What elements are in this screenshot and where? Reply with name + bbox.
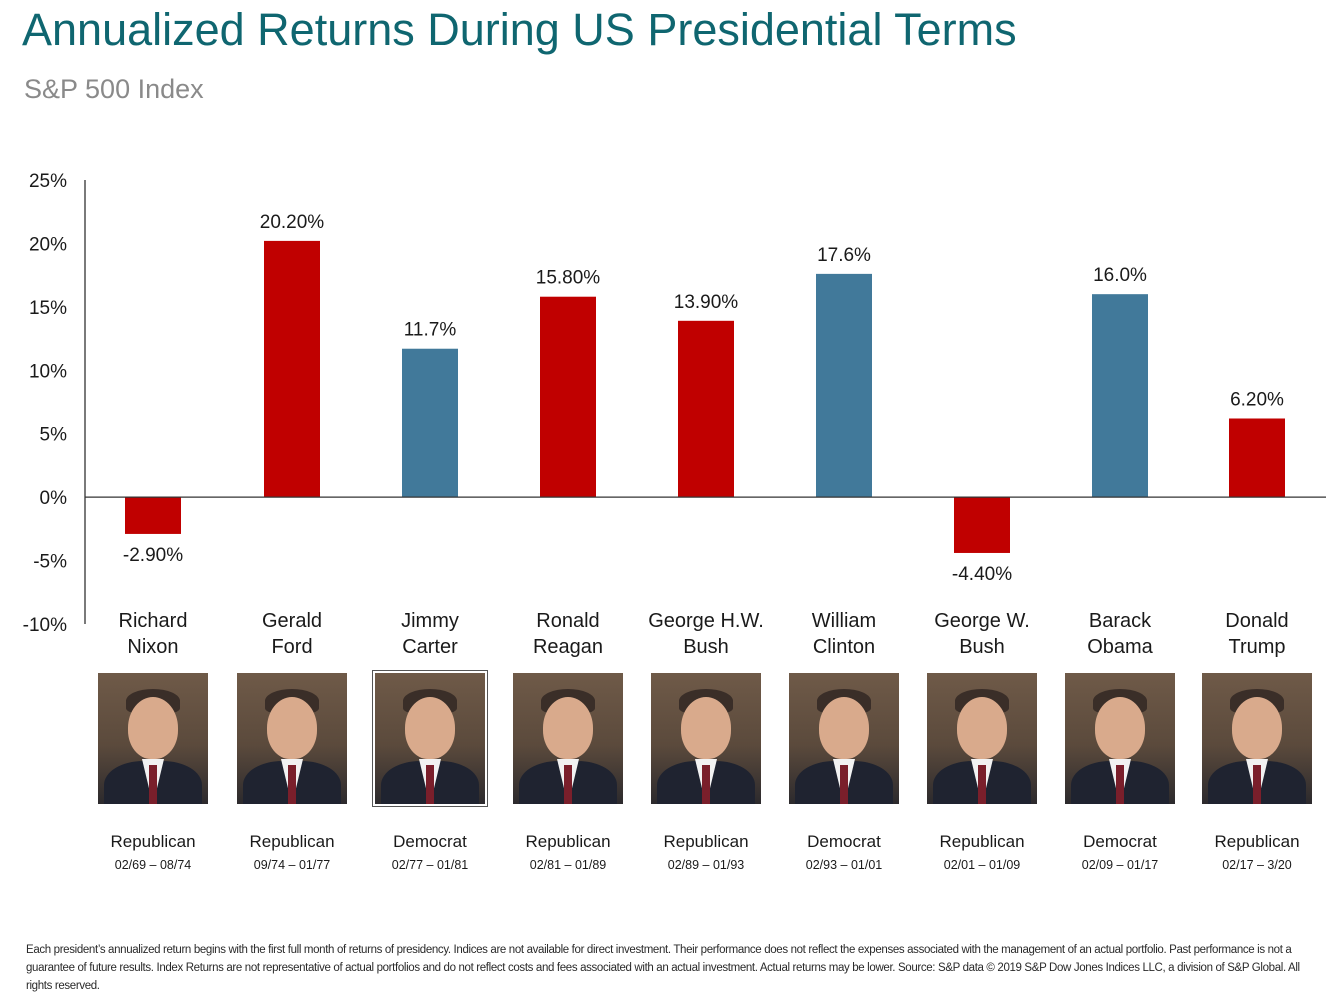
y-tick-label: 20% (29, 234, 67, 255)
bar-barack-obama (1092, 294, 1148, 498)
party-label: Democrat (807, 832, 881, 851)
president-portrait (98, 673, 208, 804)
term-dates: 02/01 – 01/09 (943, 858, 1021, 872)
bar-william-clinton (816, 273, 872, 498)
party-label: Republican (939, 832, 1025, 851)
president-portrait (651, 673, 761, 804)
president-name: Gerald Ford (261, 610, 323, 658)
bar-jimmy-carter (402, 348, 458, 498)
data-label: -2.90% (123, 545, 183, 566)
data-label: 20.20% (260, 212, 325, 233)
president-portrait (513, 673, 623, 804)
y-tick-label: 25% (29, 171, 67, 192)
party-label: Republican (110, 832, 196, 851)
bar-george-w-bush (954, 497, 1010, 553)
party-label: Democrat (393, 832, 467, 851)
president-portrait (789, 673, 899, 804)
chart-subtitle: S&P 500 Index (24, 74, 204, 104)
party-label: Republican (1214, 832, 1300, 851)
bar-donald-trump (1229, 418, 1285, 498)
president-column: Donald Trump Republican 02/17 – 3/20 (1182, 608, 1332, 872)
term-dates: 02/69 – 08/74 (114, 858, 192, 872)
term-dates: 02/09 – 01/17 (1081, 858, 1159, 872)
president-portrait (1202, 673, 1312, 804)
president-column: Barack Obama Democrat 02/09 – 01/17 (1045, 608, 1195, 872)
y-tick-label: 10% (29, 361, 67, 382)
president-name: Barack Obama (1087, 610, 1153, 658)
president-column: William Clinton Democrat 02/93 – 01/01 (769, 608, 919, 872)
y-tick-label: -10% (23, 615, 67, 636)
term-dates: 09/74 – 01/77 (253, 858, 331, 872)
data-label: 6.20% (1230, 389, 1284, 410)
term-dates: 02/17 – 3/20 (1222, 858, 1292, 872)
president-column: Gerald Ford Republican 09/74 – 01/77 (217, 608, 367, 872)
president-column: Ronald Reagan Republican 02/81 – 01/89 (493, 608, 643, 872)
party-label: Democrat (1083, 832, 1157, 851)
data-label: 16.0% (1093, 265, 1147, 286)
president-name: George H.W. Bush (648, 610, 764, 658)
bar-richard-nixon (125, 497, 181, 534)
data-label: 15.80% (536, 268, 601, 289)
president-portrait (1065, 673, 1175, 804)
bar-george-h-w-bush (678, 320, 734, 498)
term-dates: 02/89 – 01/93 (667, 858, 745, 872)
term-dates: 02/93 – 01/01 (805, 858, 883, 872)
party-label: Republican (663, 832, 749, 851)
president-portrait (927, 673, 1037, 804)
y-tick-label: 0% (40, 488, 68, 509)
president-column: George W. Bush Republican 02/01 – 01/09 (907, 608, 1057, 872)
footnote: Each president’s annualized return begin… (26, 944, 1300, 992)
bar-ronald-reagan (540, 296, 596, 498)
data-label: 17.6% (817, 245, 871, 266)
party-label: Republican (249, 832, 335, 851)
returns-bar-chart: 25% 20% 15% 10% 5% 0% -5% -10% -2.90% 20.20% 11.7%… (23, 171, 1326, 636)
president-name: Jimmy Carter (401, 610, 459, 658)
president-column: George H.W. Bush Republican 02/89 – 01/93 (631, 608, 781, 872)
president-column: Richard Nixon Republican 02/69 – 08/74 (78, 608, 228, 872)
bar-gerald-ford (264, 240, 320, 498)
term-dates: 02/77 – 01/81 (391, 858, 469, 872)
president-name: Donald Trump (1225, 610, 1289, 658)
president-name: William Clinton (811, 610, 877, 658)
party-label: Republican (525, 832, 611, 851)
president-portrait (237, 673, 347, 804)
y-tick-label: 5% (40, 425, 68, 446)
president-column: Jimmy Carter Democrat 02/77 – 01/81 (355, 608, 505, 872)
data-label: 11.7% (404, 320, 457, 341)
president-name: Richard Nixon (118, 610, 188, 658)
data-label: 13.90% (674, 292, 739, 313)
y-tick-label: 15% (29, 298, 67, 319)
term-dates: 02/81 – 01/89 (529, 858, 607, 872)
president-name: George W. Bush (934, 610, 1030, 658)
y-tick-label: -5% (33, 552, 67, 573)
president-portrait (372, 670, 488, 807)
chart-title: Annualized Returns During US Presidentia… (22, 4, 1017, 55)
president-name: Ronald Reagan (532, 610, 604, 658)
data-label: -4.40% (952, 564, 1012, 585)
